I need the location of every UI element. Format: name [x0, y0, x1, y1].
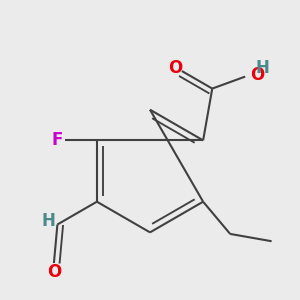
- Text: O: O: [250, 66, 265, 84]
- Text: O: O: [47, 263, 61, 281]
- Text: F: F: [52, 131, 63, 149]
- Text: O: O: [168, 58, 182, 76]
- Text: H: H: [255, 59, 269, 77]
- Text: H: H: [42, 212, 56, 230]
